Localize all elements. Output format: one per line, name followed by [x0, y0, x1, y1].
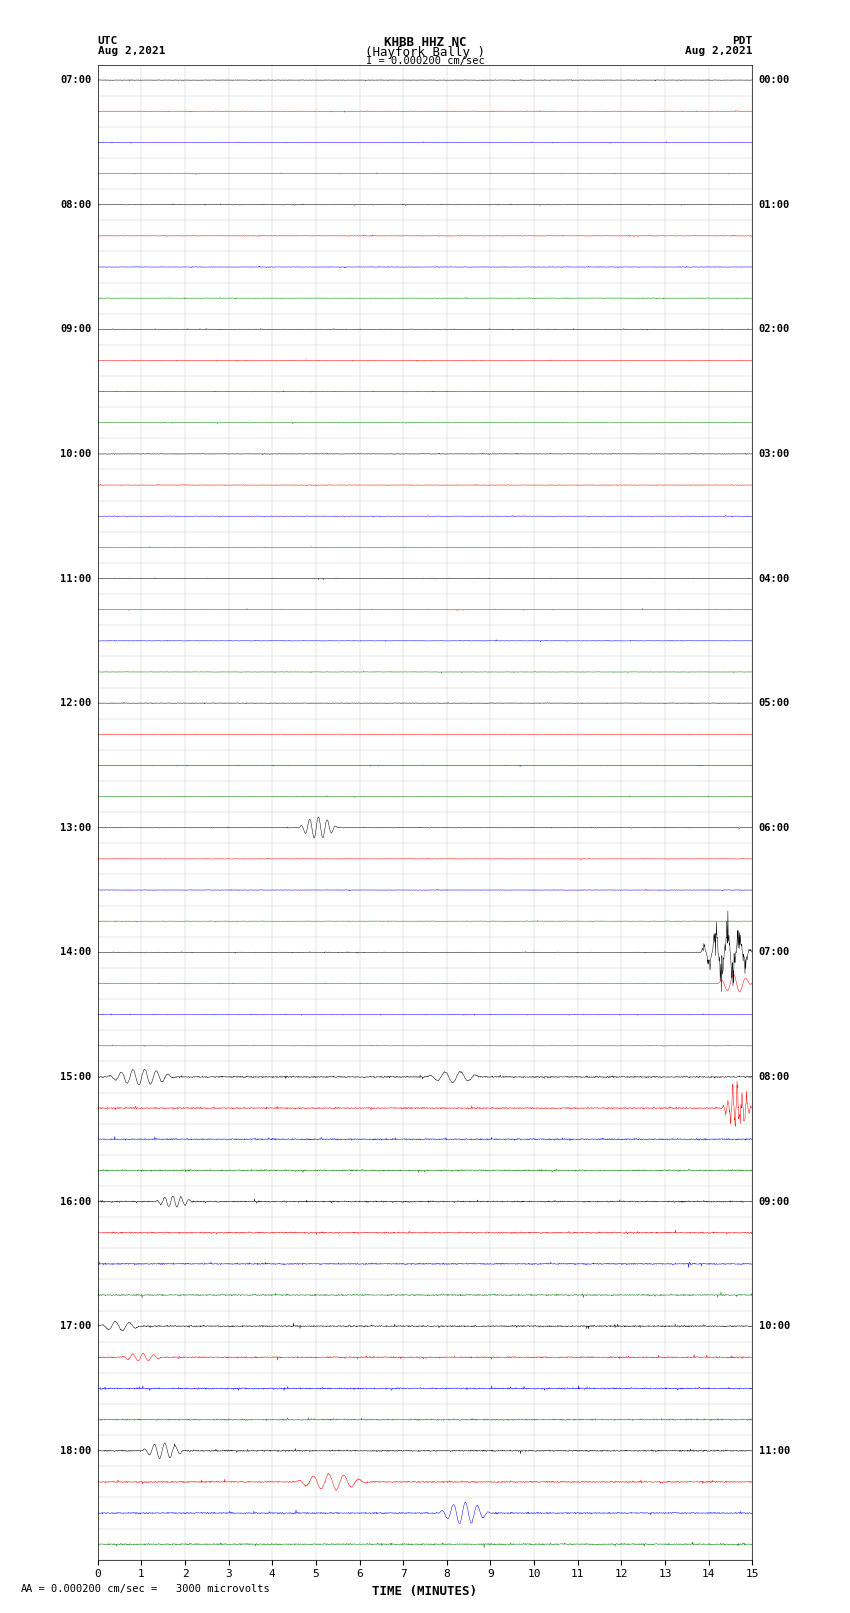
- Text: 05:00: 05:00: [759, 698, 790, 708]
- Text: A: A: [21, 1584, 27, 1594]
- Text: 13:00: 13:00: [60, 823, 91, 832]
- Text: UTC: UTC: [98, 37, 118, 47]
- Text: 15:00: 15:00: [60, 1073, 91, 1082]
- Text: 08:00: 08:00: [759, 1073, 790, 1082]
- Text: PDT: PDT: [732, 37, 752, 47]
- Text: 11:00: 11:00: [759, 1445, 790, 1457]
- Text: 07:00: 07:00: [759, 947, 790, 958]
- Text: 02:00: 02:00: [759, 324, 790, 334]
- Text: 09:00: 09:00: [759, 1197, 790, 1207]
- Text: 03:00: 03:00: [759, 448, 790, 460]
- Text: 17:00: 17:00: [60, 1321, 91, 1331]
- Text: 04:00: 04:00: [759, 574, 790, 584]
- Text: 07:00: 07:00: [60, 76, 91, 85]
- Text: (Hayfork Bally ): (Hayfork Bally ): [365, 45, 485, 60]
- Text: 00:00: 00:00: [759, 76, 790, 85]
- X-axis label: TIME (MINUTES): TIME (MINUTES): [372, 1586, 478, 1598]
- Text: 10:00: 10:00: [60, 448, 91, 460]
- Text: Aug 2,2021: Aug 2,2021: [98, 45, 165, 56]
- Text: 12:00: 12:00: [60, 698, 91, 708]
- Text: 18:00: 18:00: [60, 1445, 91, 1457]
- Text: 11:00: 11:00: [60, 574, 91, 584]
- Text: I = 0.000200 cm/sec: I = 0.000200 cm/sec: [366, 56, 484, 66]
- Text: 10:00: 10:00: [759, 1321, 790, 1331]
- Text: 16:00: 16:00: [60, 1197, 91, 1207]
- Text: KHBB HHZ NC: KHBB HHZ NC: [383, 37, 467, 50]
- Text: 09:00: 09:00: [60, 324, 91, 334]
- Text: 08:00: 08:00: [60, 200, 91, 210]
- Text: 01:00: 01:00: [759, 200, 790, 210]
- Text: Aug 2,2021: Aug 2,2021: [685, 45, 752, 56]
- Text: 06:00: 06:00: [759, 823, 790, 832]
- Text: 14:00: 14:00: [60, 947, 91, 958]
- Text: A = 0.000200 cm/sec =   3000 microvolts: A = 0.000200 cm/sec = 3000 microvolts: [26, 1584, 269, 1594]
